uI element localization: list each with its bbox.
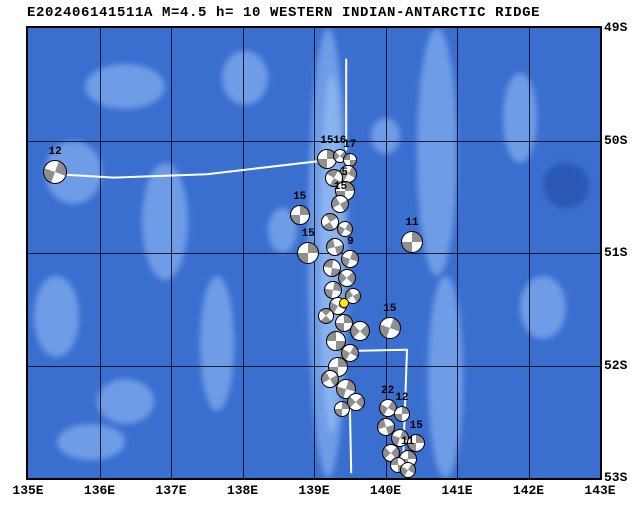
beachball-label: 15 <box>333 180 348 193</box>
beachball-label: 15 <box>320 134 334 147</box>
beachball-label: 17 <box>343 138 357 151</box>
beachball-label: 12 <box>395 391 409 404</box>
beachball-label: 9 <box>347 235 354 248</box>
bathymetry-patch <box>519 275 566 339</box>
beachball-label: 22 <box>381 385 395 398</box>
beachball <box>326 330 347 351</box>
bathymetry-patch <box>96 379 154 424</box>
beachball <box>320 370 339 388</box>
beachball <box>43 160 68 184</box>
beachball-label: 11 <box>405 216 419 229</box>
beachball-label: 15 <box>293 190 307 203</box>
plate-boundary-line <box>57 158 333 179</box>
beachball <box>349 320 370 341</box>
lon-tick-label: 137E <box>155 483 187 498</box>
lon-tick-label: 135E <box>12 483 44 498</box>
bathymetry-patch <box>416 28 457 276</box>
beachball <box>344 287 361 304</box>
beachball <box>340 344 359 363</box>
lon-tick-label: 136E <box>83 483 116 498</box>
beachball <box>326 238 345 257</box>
beachball <box>289 204 310 225</box>
beachball-label: 5 <box>341 167 349 180</box>
beachball <box>377 418 396 437</box>
beachball-label: 15 <box>409 420 423 433</box>
map-title: E202406141511A M=4.5 h= 10 WESTERN INDIA… <box>27 5 541 21</box>
beachball <box>337 221 354 238</box>
bathymetry-patch <box>222 50 269 105</box>
bathymetry-patch <box>142 163 189 280</box>
lat-tick-label: 51S <box>604 245 628 260</box>
bathymetry-patch <box>56 424 126 460</box>
lon-tick-label: 139E <box>298 483 330 498</box>
beachball <box>331 194 350 213</box>
beachball <box>322 258 341 277</box>
grid-line-horizontal <box>28 365 600 367</box>
plate-boundary-line <box>352 348 408 352</box>
beachball-label: 11 <box>401 435 415 448</box>
lat-tick-label: 52S <box>604 357 628 373</box>
beachball <box>337 268 356 287</box>
grid-line-horizontal <box>28 140 600 142</box>
beachball-label: 15 <box>301 228 315 240</box>
bathymetry-patch <box>371 118 400 154</box>
bathymetry-patch <box>502 73 538 163</box>
beachball <box>347 392 366 411</box>
beachball <box>393 405 410 422</box>
bathymetry-patch <box>85 64 166 109</box>
beachball <box>407 434 426 453</box>
beachball <box>297 242 320 264</box>
bathymetry-patch <box>199 275 234 411</box>
beachball <box>400 230 423 253</box>
lon-tick-label: 141E <box>441 483 473 498</box>
lon-tick-label: 142E <box>512 483 545 498</box>
beachball <box>341 249 360 268</box>
lon-tick-label: 143E <box>584 483 616 498</box>
beachball <box>378 317 401 340</box>
beachball <box>320 212 339 231</box>
event-marker-yellow <box>339 297 350 308</box>
bathymetry-patch <box>542 163 589 208</box>
map-plot: 12 15 16 17 5 15 15 15 9 11 15 22 12 15 11 <box>26 26 602 480</box>
beachball-label: 12 <box>48 146 62 158</box>
beachball-label: 15 <box>383 303 397 316</box>
beachball-label: 16 <box>333 135 347 148</box>
beachball <box>318 308 335 324</box>
plate-boundary-line <box>348 401 353 474</box>
lat-tick-label: 53S <box>604 470 628 485</box>
bathymetry-patch <box>33 275 80 357</box>
beachball <box>400 462 417 478</box>
lat-tick-label: 49S <box>604 20 628 35</box>
bathymetry-patch <box>428 275 463 478</box>
lat-tick-label: 50S <box>604 132 628 148</box>
lon-tick-label: 140E <box>369 483 402 498</box>
lon-tick-label: 138E <box>226 483 259 498</box>
beachball <box>333 401 350 418</box>
